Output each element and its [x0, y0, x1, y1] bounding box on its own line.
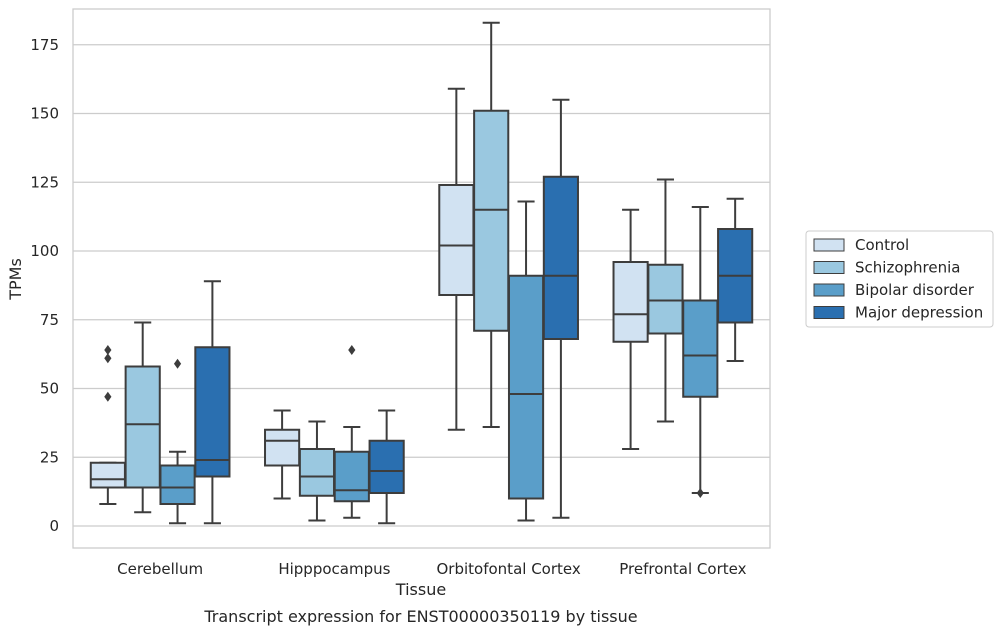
legend-swatch	[813, 283, 845, 297]
y-tick-label: 100	[30, 242, 59, 260]
box-group	[333, 345, 370, 519]
box	[542, 175, 579, 340]
box	[89, 461, 126, 489]
y-tick-label: 0	[49, 517, 59, 535]
box	[438, 184, 475, 296]
x-tick-label: Prefrontal Cortex	[619, 560, 746, 578]
box-group	[647, 178, 684, 423]
legend-label: Control	[855, 236, 909, 254]
box-group	[542, 98, 579, 519]
box	[194, 346, 231, 478]
outlier-point	[696, 488, 704, 498]
box	[473, 109, 510, 332]
box	[264, 428, 301, 467]
box	[647, 263, 684, 335]
y-tick-label: 150	[30, 105, 59, 123]
box	[682, 299, 719, 398]
outlier-point	[104, 345, 112, 355]
x-tick-labels: Cerebellum Hipppocampus Orbitofontal Corte…	[117, 560, 746, 578]
grid-lines	[73, 44, 770, 527]
y-tick-label: 25	[40, 448, 59, 466]
box-group	[194, 280, 231, 525]
outlier-point	[104, 391, 112, 402]
legend-frame	[805, 230, 994, 328]
x-axis-label: Tissue	[395, 580, 446, 599]
box	[159, 464, 196, 505]
box-group	[368, 409, 405, 525]
x-tick-label: Orbitofontal Cortex	[437, 560, 581, 578]
y-tick-labels: 0 25 50 75 100 125 150 175	[30, 36, 59, 535]
box	[124, 365, 161, 489]
box-elements	[89, 21, 754, 525]
x-tick-label: Cerebellum	[117, 560, 203, 578]
box	[612, 261, 649, 343]
box-group	[507, 200, 545, 522]
legend-swatch	[813, 261, 845, 274]
chart-title: Transcript expression for ENST0000035011…	[203, 607, 637, 626]
box	[333, 450, 370, 503]
box	[298, 448, 336, 497]
legend-label: Bipolar disorder	[855, 281, 975, 299]
y-tick-label: 125	[30, 173, 59, 191]
box-group	[438, 87, 475, 431]
box-group	[473, 21, 510, 428]
box-group	[124, 321, 161, 514]
y-tick-label: 75	[40, 311, 59, 329]
outlier-point	[348, 345, 356, 355]
box-group	[717, 197, 754, 362]
legend-swatch	[813, 306, 845, 319]
y-tick-label: 50	[40, 380, 59, 398]
box	[368, 439, 405, 494]
legend: Control Schizophrenia Bipolar disorder Majo…	[805, 230, 994, 328]
outlier-point	[173, 358, 182, 369]
outlier-point	[104, 353, 112, 364]
box-group	[159, 358, 196, 525]
x-tick-label: Hipppocampus	[278, 560, 390, 578]
box-group	[264, 409, 301, 500]
legend-label: Schizophrenia	[855, 259, 960, 277]
box-group	[682, 206, 719, 498]
box-group	[89, 345, 126, 505]
y-axis-label: TPMs	[6, 258, 25, 301]
y-tick-label: 175	[30, 36, 59, 54]
box	[507, 274, 545, 500]
legend-swatch	[813, 238, 845, 252]
legend-label: Major depression	[855, 304, 983, 322]
